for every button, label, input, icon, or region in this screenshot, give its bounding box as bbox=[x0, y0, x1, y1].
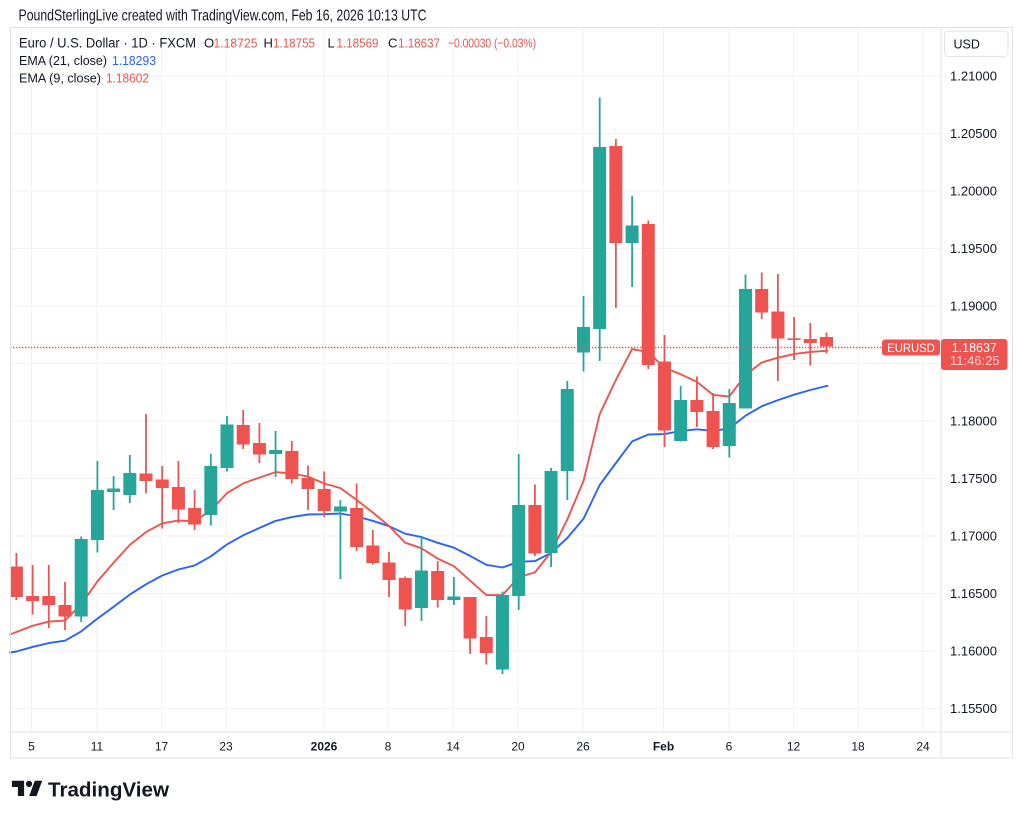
svg-text:1.15500: 1.15500 bbox=[950, 701, 997, 716]
svg-text:O: O bbox=[204, 36, 214, 51]
svg-text:18: 18 bbox=[851, 740, 865, 754]
svg-text:1.17500: 1.17500 bbox=[950, 471, 997, 486]
svg-text:1.16500: 1.16500 bbox=[950, 586, 997, 601]
svg-text:USD: USD bbox=[954, 37, 980, 51]
svg-text:1.18602: 1.18602 bbox=[106, 71, 149, 86]
svg-text:14: 14 bbox=[446, 740, 460, 754]
svg-text:12: 12 bbox=[787, 740, 801, 754]
svg-text:11:46:25: 11:46:25 bbox=[950, 353, 1000, 368]
svg-text:L: L bbox=[328, 36, 335, 51]
svg-text:1.19500: 1.19500 bbox=[950, 241, 997, 256]
svg-text:1.19000: 1.19000 bbox=[950, 299, 997, 314]
svg-text:1.18755: 1.18755 bbox=[273, 36, 315, 51]
svg-text:17: 17 bbox=[155, 740, 169, 754]
svg-text:TradingView: TradingView bbox=[48, 780, 169, 802]
svg-text:Feb: Feb bbox=[653, 740, 674, 754]
svg-text:20: 20 bbox=[511, 740, 525, 754]
svg-text:1.16000: 1.16000 bbox=[950, 644, 997, 659]
svg-text:1.18637: 1.18637 bbox=[398, 36, 440, 51]
svg-text:11: 11 bbox=[91, 740, 104, 754]
svg-text:5: 5 bbox=[28, 740, 35, 754]
svg-text:EMA (9, close): EMA (9, close) bbox=[19, 71, 101, 86]
svg-text:1.20000: 1.20000 bbox=[950, 184, 997, 199]
svg-text:H: H bbox=[264, 36, 273, 51]
svg-text:1.18569: 1.18569 bbox=[337, 36, 379, 51]
svg-text:Euro / U.S. Dollar · 1D · FXCM: Euro / U.S. Dollar · 1D · FXCM bbox=[19, 36, 196, 51]
svg-text:EURUSD: EURUSD bbox=[887, 341, 935, 355]
svg-text:1.18000: 1.18000 bbox=[950, 414, 997, 429]
svg-text:1.18725: 1.18725 bbox=[214, 36, 258, 51]
svg-text:1.20500: 1.20500 bbox=[950, 126, 997, 141]
svg-text:24: 24 bbox=[916, 740, 930, 754]
svg-text:2026: 2026 bbox=[311, 740, 338, 754]
svg-text:26: 26 bbox=[576, 740, 590, 754]
svg-text:6: 6 bbox=[726, 740, 733, 754]
svg-text:−0.00030 (−0.03%): −0.00030 (−0.03%) bbox=[448, 36, 536, 51]
svg-text:1.21000: 1.21000 bbox=[950, 69, 997, 84]
svg-text:1.17000: 1.17000 bbox=[950, 529, 997, 544]
svg-text:8: 8 bbox=[385, 740, 392, 754]
svg-text:PoundSterlingLive created with: PoundSterlingLive created with TradingVi… bbox=[19, 8, 427, 25]
svg-text:C: C bbox=[388, 36, 397, 51]
svg-text:1.18293: 1.18293 bbox=[112, 53, 156, 68]
svg-text:23: 23 bbox=[219, 740, 233, 754]
svg-text:1.18637: 1.18637 bbox=[952, 341, 997, 355]
svg-text:EMA (21, close): EMA (21, close) bbox=[19, 53, 107, 68]
